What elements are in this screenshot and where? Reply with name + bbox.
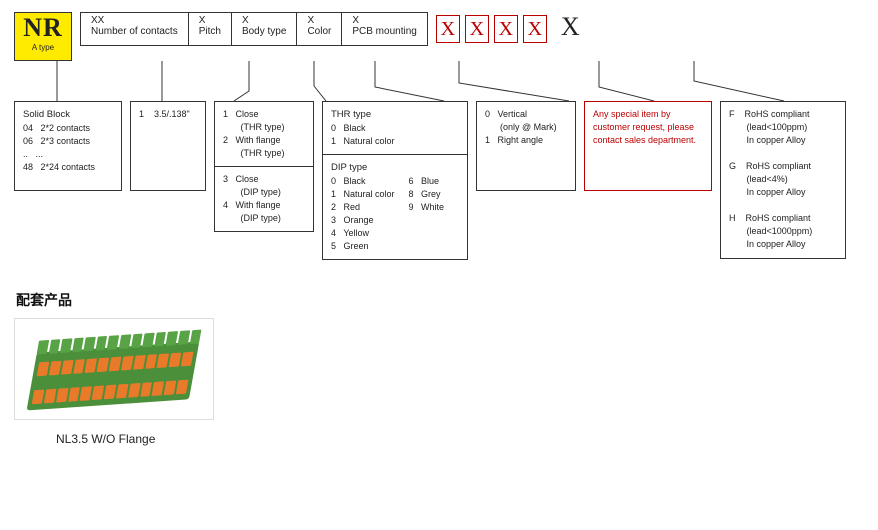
box-color: THR type 0 Black 1 Natural color DIP typ… [322, 101, 468, 260]
contacts-lines: 04 2*2 contacts 06 2*3 contacts .. ... 4… [23, 122, 113, 174]
box-body: 1 Close (THR type) 2 With flange (THR ty… [214, 101, 314, 232]
color-dip-header: DIP type [331, 161, 459, 175]
seg-4: XPCB mounting [341, 13, 426, 45]
color-thr-header: THR type [331, 108, 459, 122]
special-x-2: X [494, 15, 518, 43]
special-x-1: X [465, 15, 489, 43]
part-code-bar: NR A type XXNumber of contactsXPitchXBod… [14, 12, 864, 61]
box-special: Any special item by customer request, pl… [584, 101, 712, 191]
rohs-lines: F RoHS compliant (lead<100ppm) In copper… [729, 108, 837, 252]
seg-rohs-x: X [555, 12, 586, 42]
seg-special-xs: XXXX [436, 12, 547, 43]
detail-row: Solid Block 04 2*2 contacts 06 2*3 conta… [14, 101, 864, 260]
seg-0: XXNumber of contacts [81, 13, 188, 45]
connector-image [27, 329, 202, 410]
pcb-lines: 0 Vertical (only @ Mark) 1 Right angle [485, 108, 567, 147]
special-x-0: X [436, 15, 460, 43]
color-dip-left: 0 Black 1 Natural color 2 Red 3 Orange 4… [331, 175, 395, 253]
box-pcb: 0 Vertical (only @ Mark) 1 Right angle [476, 101, 576, 191]
contacts-header: Solid Block [23, 108, 113, 122]
box-pitch: 1 3.5/.138" [130, 101, 206, 191]
seg-2: XBody type [231, 13, 296, 45]
seg-mid-group: XXNumber of contactsXPitchXBody typeXCol… [80, 12, 428, 46]
body-upper: 1 Close (THR type) 2 With flange (THR ty… [223, 108, 305, 160]
color-thr-lines: 0 Black 1 Natural color [331, 122, 459, 148]
special-text: Any special item by customer request, pl… [593, 109, 696, 145]
related-title: 配套产品 [16, 290, 864, 310]
seg-3: XColor [296, 13, 341, 45]
seg-nr: NR A type [14, 12, 72, 61]
seg-nr-sub: A type [21, 43, 65, 52]
pitch-lines: 1 3.5/.138" [139, 108, 197, 121]
seg-1: XPitch [188, 13, 231, 45]
special-x-3: X [523, 15, 547, 43]
color-dip-right: 6 Blue 8 Grey 9 White [409, 175, 445, 253]
seg-nr-big: NR [21, 15, 65, 41]
body-lower: 3 Close (DIP type) 4 With flange (DIP ty… [223, 173, 305, 225]
leader-lines [14, 61, 864, 101]
related-product-card[interactable] [14, 318, 214, 420]
box-rohs: F RoHS compliant (lead<100ppm) In copper… [720, 101, 846, 259]
box-contacts: Solid Block 04 2*2 contacts 06 2*3 conta… [14, 101, 122, 191]
related-product-label: NL3.5 W/O Flange [56, 432, 864, 446]
